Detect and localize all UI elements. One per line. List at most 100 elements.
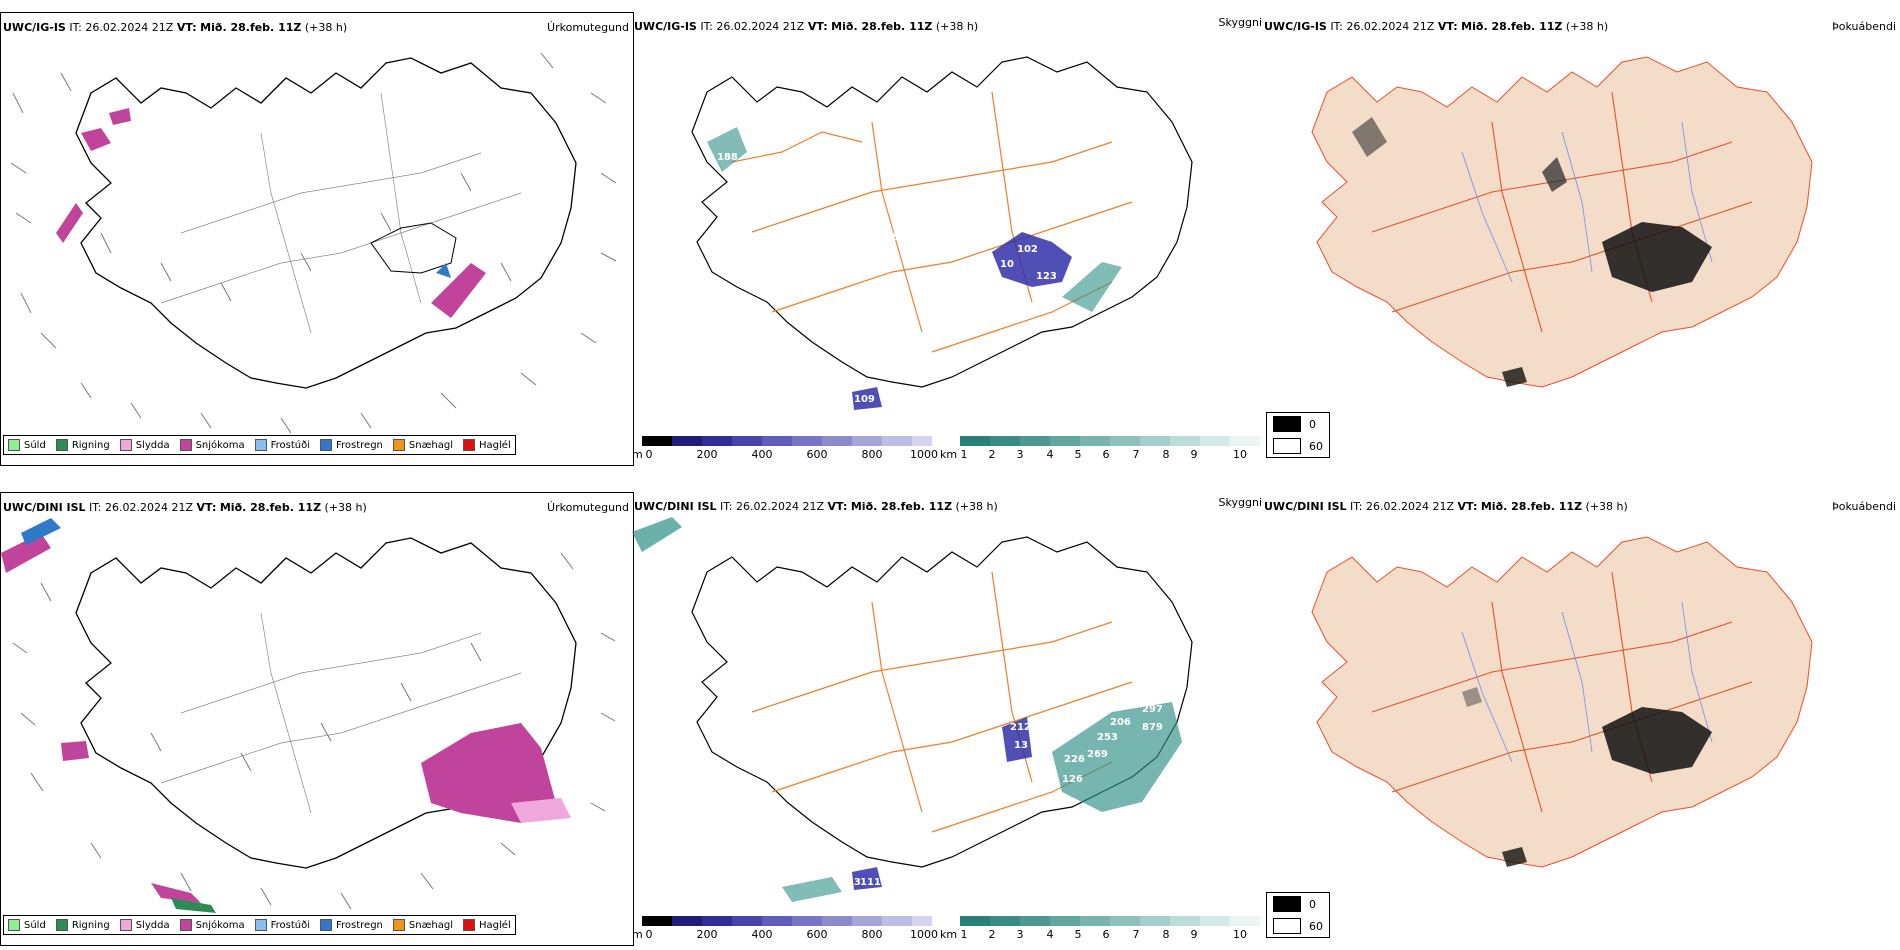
legend-item: Slydda bbox=[119, 439, 170, 451]
fog-areas bbox=[1352, 117, 1712, 387]
vis-label: 102 bbox=[1017, 244, 1038, 255]
fog-legend-row2: 0 60 bbox=[1266, 892, 1330, 938]
legend-item: Snæhagl bbox=[392, 919, 453, 931]
panel-title: UWC/DINI ISL IT: 26.02.2024 21Z VT: Mið.… bbox=[3, 501, 367, 514]
legend-swatch bbox=[8, 439, 20, 451]
legend-item: Frostúði bbox=[254, 919, 310, 931]
iceland-land bbox=[1311, 536, 1813, 868]
legend-item: Haglél bbox=[463, 919, 511, 931]
colorbar-m-strip bbox=[642, 436, 932, 446]
precip-legend: Súld Rigning Slydda Snjókoma Frostúði Fr… bbox=[3, 915, 516, 935]
iceland-outline bbox=[691, 56, 1193, 388]
colorbar-tick: 2 bbox=[988, 448, 996, 461]
glacier-outline bbox=[370, 222, 457, 274]
fog-areas bbox=[1462, 687, 1712, 867]
legend-swatch bbox=[55, 919, 68, 931]
fog-rivers bbox=[1461, 601, 1713, 763]
colorbar-tick: 800 bbox=[861, 928, 883, 941]
visibility-colorbar-km-row1: km 1 2 3 4 5 6 7 8 9 10 bbox=[940, 436, 1262, 466]
colorbar-tick: 600 bbox=[806, 448, 828, 461]
colorbar-tick: 200 bbox=[696, 448, 718, 461]
vis-value-labels: 188 102 10 123 152 175 117 109 18 bbox=[717, 152, 1138, 405]
row2-fog-panel: UWC/DINI ISL IT: 26.02.2024 21Z VT: Mið.… bbox=[1262, 492, 1900, 944]
legend-swatch bbox=[254, 919, 267, 931]
colorbar-tick: 1 bbox=[960, 448, 968, 461]
fog-swatch bbox=[1273, 416, 1301, 432]
fog-legend-row: 60 bbox=[1267, 435, 1329, 457]
precip-legend: Súld Rigning Slydda Snjókoma Frostúði Fr… bbox=[3, 435, 516, 455]
wind-barbs bbox=[12, 552, 616, 910]
colorbar-tick: 0 bbox=[645, 928, 653, 941]
legend-swatch bbox=[392, 919, 405, 931]
panel-title: UWC/DINI ISL IT: 26.02.2024 21Z VT: Mið.… bbox=[634, 500, 998, 513]
low-visibility-areas bbox=[707, 127, 1122, 410]
vis-label: 109 bbox=[854, 394, 875, 405]
legend-swatch bbox=[179, 919, 192, 931]
fog-swatch bbox=[1273, 918, 1301, 934]
field-name: Þokuábendi bbox=[1832, 20, 1896, 33]
precip-freezing bbox=[21, 518, 61, 545]
precip-rain bbox=[171, 898, 216, 913]
legend-swatch bbox=[463, 919, 476, 931]
vis-label: 226 bbox=[1064, 754, 1085, 765]
precip-sleet bbox=[511, 798, 571, 823]
colorbar-tick: 3 bbox=[1016, 448, 1024, 461]
row1-precip-panel: UWC/IG-IS IT: 26.02.2024 21Z VT: Mið. 28… bbox=[0, 12, 634, 466]
legend-item: Rigning bbox=[55, 439, 110, 451]
panel-title: UWC/IG-IS IT: 26.02.2024 21Z VT: Mið. 28… bbox=[3, 21, 348, 34]
colorbar-tick: 1 bbox=[960, 928, 968, 941]
legend-item: Snæhagl bbox=[392, 439, 453, 451]
precip-snow bbox=[56, 108, 486, 318]
colorbar-tick: 400 bbox=[751, 448, 773, 461]
vis-label: 188 bbox=[717, 152, 738, 163]
colorbar-tick: 4 bbox=[1046, 448, 1054, 461]
precip-map bbox=[1, 518, 616, 913]
colorbar-tick: 6 bbox=[1102, 448, 1110, 461]
row1-visibility-panel: UWC/IG-IS IT: 26.02.2024 21Z VT: Mið. 28… bbox=[632, 12, 1262, 464]
iceland-outline bbox=[75, 537, 577, 869]
iceland-outline bbox=[75, 57, 577, 389]
legend-item: Slydda bbox=[119, 919, 170, 931]
row1-fog-panel: UWC/IG-IS IT: 26.02.2024 21Z VT: Mið. 28… bbox=[1262, 12, 1900, 464]
vis-label: 113 bbox=[840, 877, 861, 888]
field-name: Úrkomutegund bbox=[547, 501, 629, 514]
fog-swatch bbox=[1273, 896, 1301, 912]
legend-swatch bbox=[179, 439, 192, 451]
colorbar-tick: 4 bbox=[1046, 928, 1054, 941]
legend-item: Haglél bbox=[463, 439, 511, 451]
vis-label: 253 bbox=[1097, 732, 1118, 743]
colorbar-tick: 600 bbox=[806, 928, 828, 941]
vis-label: 269 bbox=[1087, 749, 1108, 760]
colorbar-tick: 1000 bbox=[910, 448, 938, 461]
colorbar-tick: 10 bbox=[1233, 928, 1247, 941]
vis-label: 126 bbox=[1062, 774, 1083, 785]
colorbar-tick: 1000 bbox=[910, 928, 938, 941]
legend-swatch bbox=[392, 439, 405, 451]
colorbar-tick: 5 bbox=[1074, 448, 1082, 461]
legend-swatch bbox=[320, 919, 332, 931]
panel-title: UWC/IG-IS IT: 26.02.2024 21Z VT: Mið. 28… bbox=[634, 20, 979, 33]
vis-label: 206 bbox=[1110, 717, 1131, 728]
legend-item: Frostregn bbox=[320, 439, 383, 451]
precip-snow bbox=[1, 533, 556, 903]
legend-swatch bbox=[463, 439, 476, 451]
colorbar-tick: 5 bbox=[1074, 928, 1082, 941]
road-lines bbox=[160, 92, 522, 334]
colorbar-km-strip bbox=[960, 436, 1260, 446]
colorbar-unit: m bbox=[632, 928, 643, 941]
vis-label: 13 bbox=[1014, 740, 1028, 751]
fog-legend-row1: 0 60 bbox=[1266, 412, 1330, 458]
vis-label: 10 bbox=[1000, 259, 1014, 270]
colorbar-unit: km bbox=[940, 448, 958, 461]
precip-map bbox=[10, 52, 617, 434]
colorbar-tick: 2 bbox=[988, 928, 996, 941]
visibility-colorbar-km-row2: km 1 2 3 4 5 6 7 8 9 10 bbox=[940, 916, 1262, 946]
iceland-outline bbox=[691, 536, 1193, 868]
fog-legend-row: 0 bbox=[1267, 893, 1329, 915]
colorbar-tick: 800 bbox=[861, 448, 883, 461]
legend-swatch bbox=[320, 439, 332, 451]
colorbar-tick: 8 bbox=[1162, 928, 1170, 941]
vis-label: 123 bbox=[1036, 271, 1057, 282]
legend-swatch bbox=[119, 919, 132, 931]
colorbar-tick: 400 bbox=[751, 928, 773, 941]
